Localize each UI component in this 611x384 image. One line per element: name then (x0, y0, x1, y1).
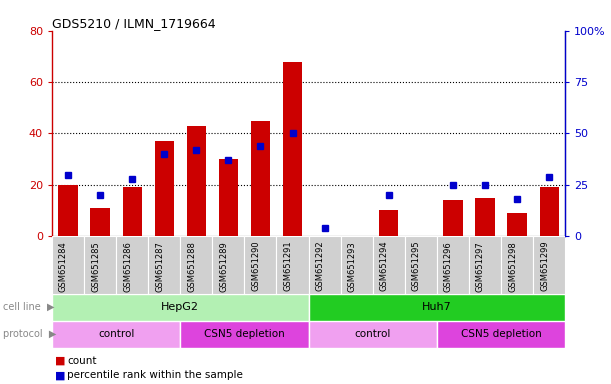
Bar (155, 141, 174, 236)
Bar (283, 61, 302, 236)
Text: Huh7: Huh7 (422, 302, 452, 312)
Bar (309, 294, 565, 321)
Text: GSM651291: GSM651291 (284, 241, 293, 291)
Text: GSM651289: GSM651289 (219, 241, 229, 291)
Bar (540, 187, 558, 236)
Bar (309, 236, 341, 294)
Bar (501, 236, 533, 294)
Bar (52, 294, 309, 321)
Text: GSM651288: GSM651288 (188, 241, 196, 291)
Text: protocol  ▶: protocol ▶ (3, 329, 56, 339)
Bar (90, 208, 110, 236)
Text: GSM651299: GSM651299 (540, 241, 549, 291)
Bar (187, 126, 206, 236)
Text: GSM651287: GSM651287 (155, 241, 164, 291)
Bar (116, 236, 148, 294)
Text: ■: ■ (55, 370, 65, 380)
Text: GSM651286: GSM651286 (123, 241, 132, 291)
Text: GSM651294: GSM651294 (380, 241, 389, 291)
Bar (475, 198, 495, 236)
Bar (437, 236, 469, 294)
Bar (469, 236, 501, 294)
Text: percentile rank within the sample: percentile rank within the sample (67, 370, 243, 380)
Bar (180, 321, 309, 348)
Bar (52, 236, 84, 294)
Text: count: count (67, 356, 97, 366)
Bar (148, 236, 180, 294)
Bar (341, 236, 373, 294)
Text: GSM651297: GSM651297 (476, 241, 485, 291)
Bar (379, 210, 398, 236)
Bar (84, 236, 116, 294)
Bar (244, 236, 277, 294)
Text: GSM651284: GSM651284 (59, 241, 68, 291)
Bar (443, 200, 463, 236)
Bar (59, 185, 78, 236)
Text: GSM651285: GSM651285 (91, 241, 100, 291)
Bar (213, 236, 244, 294)
Text: GDS5210 / ILMN_1719664: GDS5210 / ILMN_1719664 (52, 17, 216, 30)
Text: GSM651298: GSM651298 (508, 241, 517, 291)
Text: CSN5 depletion: CSN5 depletion (204, 329, 285, 339)
Text: GSM651292: GSM651292 (316, 241, 324, 291)
Text: cell line  ▶: cell line ▶ (3, 302, 54, 312)
Bar (405, 236, 437, 294)
Bar (437, 321, 565, 348)
Text: GSM651295: GSM651295 (412, 241, 421, 291)
Text: CSN5 depletion: CSN5 depletion (461, 329, 541, 339)
Bar (507, 213, 527, 236)
Bar (251, 121, 270, 236)
Text: GSM651296: GSM651296 (444, 241, 453, 291)
Bar (180, 236, 213, 294)
Text: HepG2: HepG2 (161, 302, 199, 312)
Text: control: control (354, 329, 391, 339)
Text: GSM651293: GSM651293 (348, 241, 357, 291)
Bar (122, 187, 142, 236)
Bar (52, 321, 180, 348)
Text: ■: ■ (55, 356, 65, 366)
Text: GSM651290: GSM651290 (252, 241, 260, 291)
Bar (309, 321, 437, 348)
Bar (533, 236, 565, 294)
Bar (373, 236, 404, 294)
Bar (276, 236, 309, 294)
Text: control: control (98, 329, 134, 339)
Bar (219, 159, 238, 236)
